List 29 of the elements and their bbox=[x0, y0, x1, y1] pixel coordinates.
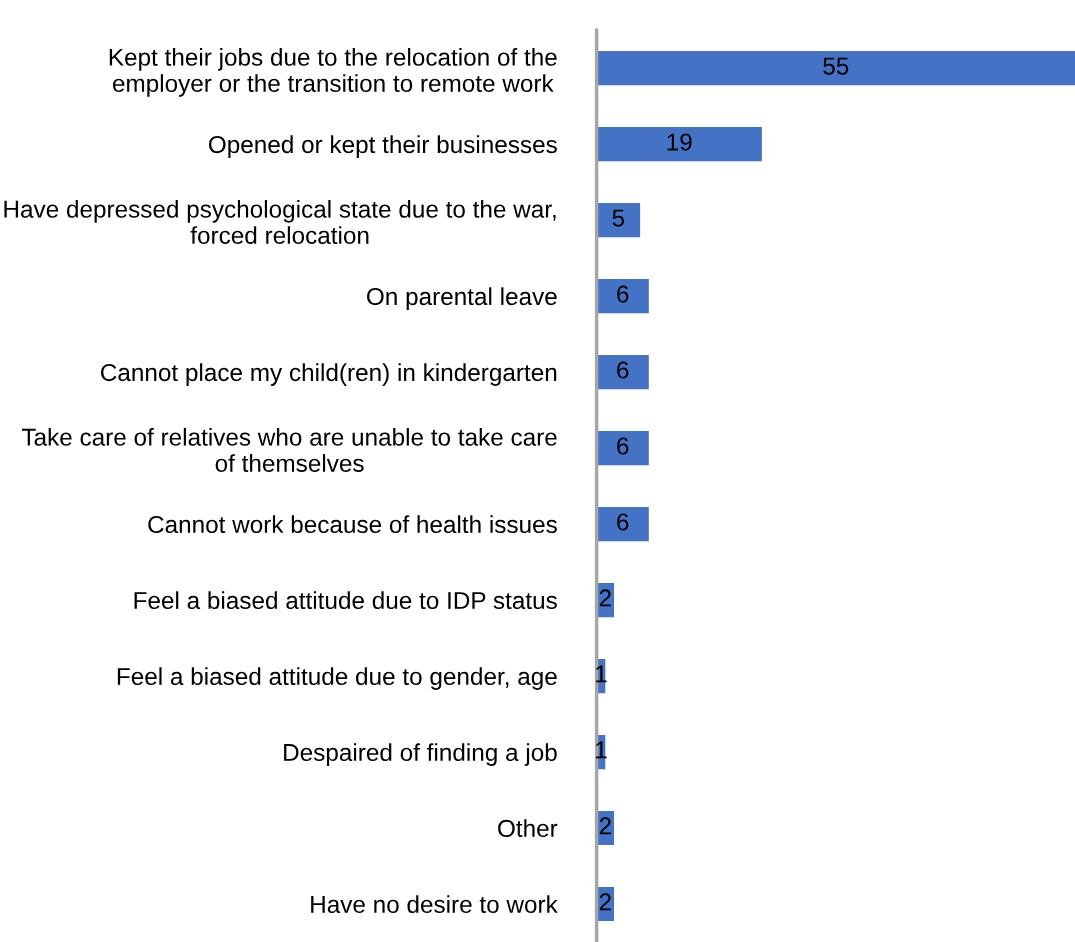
y-tick-label: On parental leave bbox=[367, 287, 557, 310]
bar bbox=[596, 127, 762, 162]
bar bbox=[596, 203, 641, 238]
y-tick-label: Despaired of finding a job bbox=[284, 743, 557, 766]
bar bbox=[596, 430, 649, 466]
y-tick-label: Feel a biased attitude due to IDP status bbox=[134, 591, 557, 610]
y-tick-label: Cannot work because of health issues bbox=[148, 515, 557, 534]
data-label: 6 bbox=[617, 513, 629, 531]
y-tick-label: Feel a biased attitude due to gender, age bbox=[117, 667, 557, 690]
y-tick-label: Kept their jobs due to the relocation of the employer or the transition to remote work bbox=[109, 48, 557, 97]
y-tick-label: Cannot place my child(ren) in kindergarten bbox=[101, 363, 557, 386]
data-label: 2 bbox=[599, 817, 611, 835]
bar bbox=[596, 279, 649, 314]
y-tick-label: Take care of relatives who are unable to take care of themselves bbox=[21, 427, 557, 472]
data-label: 6 bbox=[617, 285, 629, 303]
bar bbox=[596, 506, 649, 542]
y-tick-label: Have depressed psychological state due to the war, forced relocation bbox=[4, 199, 556, 245]
y-tick-label: Have no desire to work bbox=[311, 895, 558, 914]
data-label: 55 bbox=[823, 57, 849, 75]
y-tick-label: Other bbox=[498, 819, 558, 838]
data-label: 6 bbox=[617, 437, 629, 455]
data-label: 19 bbox=[667, 133, 692, 151]
bar bbox=[596, 51, 1075, 86]
y-tick-label: Opened or kept their businesses bbox=[208, 135, 557, 158]
bar bbox=[596, 354, 649, 390]
data-label: 6 bbox=[617, 361, 629, 379]
data-label: 5 bbox=[612, 209, 625, 227]
data-label: 2 bbox=[599, 893, 611, 911]
data-label: 2 bbox=[599, 589, 611, 607]
